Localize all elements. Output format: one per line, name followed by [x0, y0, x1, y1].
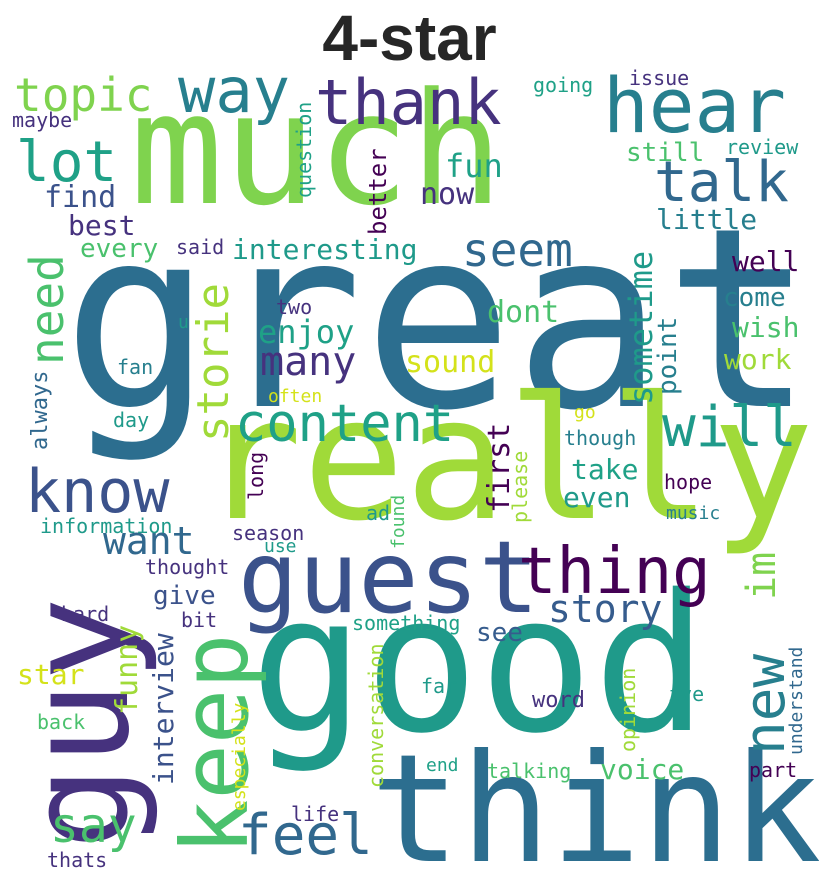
cloud-word: though — [564, 426, 637, 450]
cloud-word: u — [178, 312, 189, 333]
cloud-word: conversation — [364, 643, 388, 789]
cloud-word: much — [130, 59, 504, 240]
cloud-word: music — [666, 503, 721, 524]
cloud-word: voice — [600, 753, 685, 786]
cloud-word: found — [388, 494, 409, 549]
cloud-word: fun — [445, 147, 503, 185]
cloud-word: two — [276, 295, 313, 319]
cloud-word: point — [653, 316, 683, 395]
cloud-word: use — [264, 536, 297, 557]
cloud-word: understand — [786, 646, 807, 755]
cloud-word: talking — [487, 759, 572, 783]
cloud-word: bit — [181, 608, 218, 632]
cloud-word: thought — [145, 555, 230, 579]
cloud-word: ive — [668, 682, 705, 706]
cloud-word: im — [739, 551, 785, 600]
cloud-word: need — [20, 254, 74, 365]
cloud-word: interesting — [232, 233, 418, 266]
cloud-word: story — [548, 587, 663, 631]
cloud-word: know — [25, 457, 170, 527]
cloud-word: question — [292, 101, 316, 198]
cloud-word: guest — [238, 519, 540, 636]
cloud-word: back — [37, 710, 86, 734]
cloud-word: going — [533, 73, 594, 97]
cloud-word: word — [532, 688, 585, 713]
cloud-word: great — [62, 174, 815, 465]
cloud-word: especially — [229, 702, 250, 811]
cloud-word: find — [44, 180, 117, 215]
cloud-word: still — [626, 138, 705, 168]
cloud-word: thank — [315, 66, 502, 139]
cloud-word: way — [178, 54, 290, 127]
cloud-word: long — [244, 451, 268, 500]
cloud-word: opinion — [616, 667, 640, 752]
cloud-word: hear — [603, 61, 787, 150]
cloud-word: ad — [366, 501, 391, 525]
cloud-word: always — [28, 370, 53, 450]
cloud-word: good — [250, 554, 708, 775]
cloud-word: enjoy — [258, 313, 355, 351]
cloud-word: even — [563, 481, 631, 514]
cloud-word: please — [508, 450, 532, 523]
cloud-word: funny — [110, 624, 145, 715]
cloud-word: far — [421, 674, 458, 698]
cloud-word: well — [732, 245, 800, 278]
cloud-word: review — [726, 135, 799, 159]
cloud-word: thats — [47, 848, 108, 872]
cloud-word: give — [153, 581, 216, 611]
cloud-word: wish — [732, 311, 800, 344]
cloud-word: want — [103, 519, 195, 563]
cloud-word: many — [260, 339, 357, 385]
cloud-word: information — [40, 514, 173, 538]
cloud-word: come — [723, 283, 786, 313]
cloud-word: end — [426, 755, 459, 776]
cloud-word: thing — [518, 535, 711, 609]
cloud-word: interview — [147, 633, 180, 785]
cloud-word: part — [749, 758, 798, 782]
cloud-word: see — [476, 618, 523, 648]
cloud-word: now — [420, 177, 475, 212]
cloud-word: feel — [238, 803, 373, 868]
cloud-word: dont — [487, 295, 560, 330]
cloud-word: go — [574, 402, 596, 423]
cloud-word: fan — [117, 355, 154, 379]
cloud-title: 4-star — [322, 2, 497, 74]
cloud-word: think — [370, 723, 819, 878]
cloud-word: content — [235, 394, 455, 454]
cloud-word: hard — [61, 602, 110, 626]
cloud-word: really — [200, 361, 815, 559]
cloud-word: sound — [405, 345, 496, 380]
cloud-word: day — [113, 408, 150, 432]
cloud-word: talk — [654, 150, 789, 215]
cloud-word: lot — [16, 130, 118, 195]
cloud-word: maybe — [12, 108, 73, 132]
cloud-word: season — [232, 521, 305, 545]
cloud-word: often — [268, 386, 323, 407]
cloud-word: said — [176, 235, 225, 259]
cloud-word: say — [50, 798, 137, 854]
cloud-word: will — [662, 395, 797, 460]
cloud-word: seem — [462, 223, 573, 277]
cloud-word: best — [68, 209, 136, 242]
cloud-word: better — [364, 148, 392, 235]
cloud-word: life — [291, 802, 340, 826]
cloud-word: issue — [629, 66, 690, 90]
cloud-word: little — [656, 203, 758, 236]
cloud-word: work — [724, 343, 792, 376]
cloud-word: star — [17, 658, 85, 691]
cloud-word: every — [80, 234, 159, 264]
cloud-word: take — [571, 453, 639, 486]
cloud-word: topic — [14, 68, 153, 122]
cloud-word: something — [352, 611, 461, 635]
cloud-word: hope — [664, 470, 713, 494]
cloud-word: storie — [188, 283, 239, 442]
